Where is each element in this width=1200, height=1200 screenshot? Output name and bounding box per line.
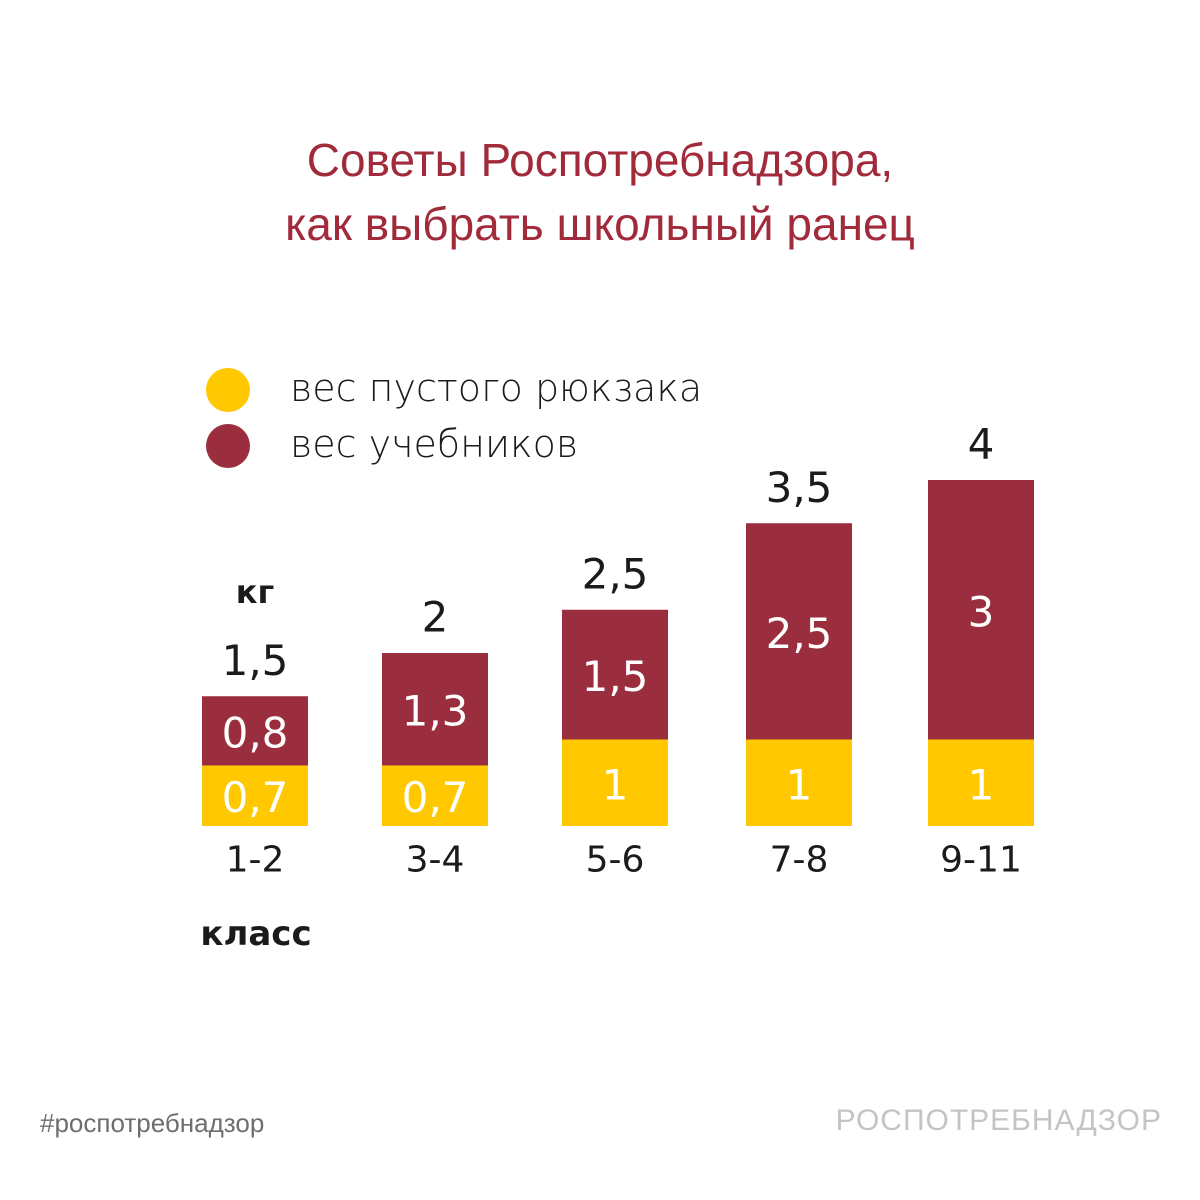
bar-empty-bag-1-2 bbox=[202, 765, 308, 826]
value-label-textbooks-3-4: 1,3 bbox=[402, 687, 469, 736]
brand-logo-text: РОСПОТРЕБНАДЗОР bbox=[835, 1104, 1162, 1137]
empty-bag-swatch bbox=[206, 368, 250, 412]
bar-empty-bag-7-8 bbox=[746, 739, 852, 826]
x-tick-label-9-11: 9-11 bbox=[940, 840, 1022, 881]
bar-textbooks-3-4 bbox=[382, 653, 488, 766]
value-label-empty-bag-3-4: 0,7 bbox=[402, 773, 469, 822]
value-label-textbooks-7-8: 2,5 bbox=[766, 609, 833, 658]
x-tick-label-1-2: 1-2 bbox=[226, 840, 285, 881]
textbooks-swatch bbox=[206, 424, 250, 468]
bar-empty-bag-9-11 bbox=[928, 739, 1034, 826]
title-line-1: Советы Роспотребнадзора, bbox=[306, 134, 894, 186]
total-label-3-4: 2 bbox=[422, 593, 449, 642]
bar-textbooks-1-2 bbox=[202, 696, 308, 766]
title-line-2: как выбрать школьный ранец bbox=[285, 198, 915, 250]
bar-textbooks-5-6 bbox=[562, 609, 668, 740]
legend-label-empty-bag: вес пустого рюкзака bbox=[290, 366, 703, 410]
value-label-textbooks-1-2: 0,8 bbox=[222, 708, 289, 757]
value-label-textbooks-5-6: 1,5 bbox=[582, 652, 649, 701]
bar-textbooks-7-8 bbox=[746, 523, 852, 740]
legend-label-textbooks: вес учебников bbox=[290, 422, 579, 466]
total-label-1-2: 1,5 bbox=[222, 636, 289, 685]
x-tick-label-7-8: 7-8 bbox=[770, 840, 829, 881]
y-axis-unit-label: кг bbox=[236, 573, 274, 611]
chart-title: Советы Роспотребнадзора, как выбрать шко… bbox=[0, 128, 1200, 256]
total-label-9-11: 4 bbox=[968, 420, 995, 469]
x-tick-label-5-6: 5-6 bbox=[586, 840, 645, 881]
x-axis-label: класс bbox=[200, 914, 311, 954]
bar-empty-bag-5-6 bbox=[562, 739, 668, 826]
value-label-empty-bag-9-11: 1 bbox=[968, 760, 995, 809]
value-label-empty-bag-1-2: 0,7 bbox=[222, 773, 289, 822]
hashtag: #роспотребнадзор bbox=[40, 1108, 265, 1138]
value-label-empty-bag-5-6: 1 bbox=[602, 760, 629, 809]
value-label-empty-bag-7-8: 1 bbox=[786, 760, 813, 809]
bar-textbooks-9-11 bbox=[928, 480, 1034, 740]
x-tick-label-3-4: 3-4 bbox=[406, 840, 465, 881]
total-label-7-8: 3,5 bbox=[766, 463, 833, 512]
bar-empty-bag-3-4 bbox=[382, 765, 488, 826]
value-label-textbooks-9-11: 3 bbox=[968, 587, 995, 636]
total-label-5-6: 2,5 bbox=[582, 549, 649, 598]
